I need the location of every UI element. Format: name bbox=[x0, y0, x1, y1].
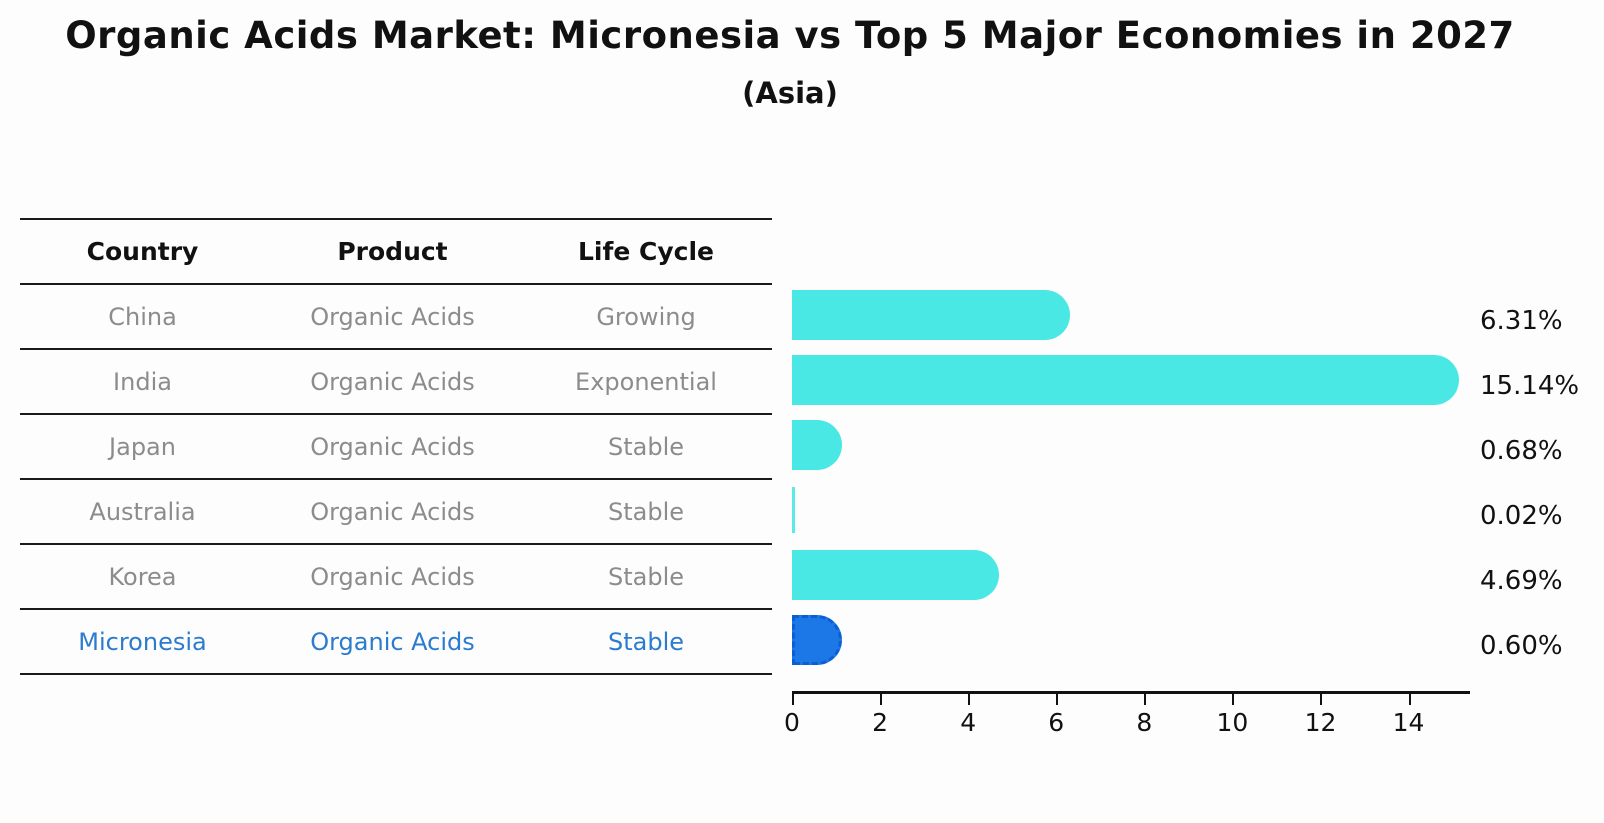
table-cell-country: India bbox=[113, 367, 172, 396]
table-cell-country: Micronesia bbox=[78, 627, 207, 656]
header-cell-life-cycle: Life Cycle bbox=[577, 237, 715, 266]
table-cell-life-cycle: Stable bbox=[607, 432, 685, 461]
table-header: Country Product Life Cycle bbox=[20, 218, 772, 285]
table-cell-product: Organic Acids bbox=[310, 627, 475, 656]
bar-row-korea bbox=[792, 543, 1468, 608]
bar-china bbox=[792, 290, 1070, 340]
x-tick-mark bbox=[1056, 694, 1059, 705]
bar-row-japan bbox=[792, 413, 1468, 478]
table-row-korea: Korea Organic Acids Stable bbox=[20, 545, 772, 610]
x-tick-label: 12 bbox=[1304, 708, 1337, 737]
table-row-china: China Organic Acids Growing bbox=[20, 285, 772, 350]
x-axis-line bbox=[792, 691, 1470, 694]
x-tick-label: 0 bbox=[784, 708, 800, 737]
table-cell-country: Japan bbox=[109, 432, 176, 461]
table-row-japan: Japan Organic Acids Stable bbox=[20, 415, 772, 480]
header-cell-country: Country bbox=[86, 237, 199, 266]
x-tick-mark bbox=[1408, 694, 1411, 705]
country-table: Country Product Life Cycle China Organic … bbox=[20, 218, 772, 675]
table-row-india: India Organic Acids Exponential bbox=[20, 350, 772, 415]
table-cell-life-cycle: Stable bbox=[607, 562, 685, 591]
x-tick-label: 14 bbox=[1392, 708, 1425, 737]
table-cell-life-cycle: Stable bbox=[607, 627, 685, 656]
bar-plot bbox=[792, 283, 1468, 673]
x-tick-mark bbox=[792, 694, 794, 705]
x-tick-label: 10 bbox=[1216, 708, 1249, 737]
header-cell-product: Product bbox=[337, 237, 448, 266]
table-cell-product: Organic Acids bbox=[310, 432, 475, 461]
table-cell-life-cycle: Stable bbox=[607, 497, 685, 526]
value-label-australia: 0.02% bbox=[1480, 501, 1563, 531]
bar-korea bbox=[792, 550, 999, 600]
x-tick-mark bbox=[1320, 694, 1323, 705]
table-cell-product: Organic Acids bbox=[310, 367, 475, 396]
value-label-japan: 0.68% bbox=[1480, 436, 1563, 466]
table-cell-country: China bbox=[108, 302, 177, 331]
x-axis: 0 2 4 6 8 10 12 14 bbox=[784, 691, 1470, 751]
bar-row-australia bbox=[792, 478, 1468, 543]
bar-india bbox=[792, 355, 1459, 405]
table-row-australia: Australia Organic Acids Stable bbox=[20, 480, 772, 545]
chart-subtitle: (Asia) bbox=[742, 76, 838, 110]
chart-title: Organic Acids Market: Micronesia vs Top … bbox=[65, 14, 1515, 57]
table-cell-country: Korea bbox=[108, 562, 177, 591]
x-tick-mark bbox=[1144, 694, 1147, 705]
table-cell-product: Organic Acids bbox=[310, 302, 475, 331]
bar-row-china bbox=[792, 283, 1468, 348]
x-tick-mark bbox=[968, 694, 971, 705]
x-tick-label: 6 bbox=[1048, 708, 1065, 737]
bar-row-india bbox=[792, 348, 1468, 413]
table-cell-life-cycle: Exponential bbox=[575, 367, 717, 396]
table-cell-country: Australia bbox=[89, 497, 196, 526]
bar-micronesia bbox=[792, 615, 842, 665]
value-label-india: 15.14% bbox=[1480, 371, 1580, 401]
value-label-korea: 4.69% bbox=[1480, 566, 1563, 596]
x-tick-label: 2 bbox=[872, 708, 889, 737]
bar-australia bbox=[792, 487, 795, 533]
value-label-china: 6.31% bbox=[1480, 306, 1563, 336]
value-label-micronesia: 0.60% bbox=[1480, 631, 1563, 661]
table-row-micronesia: Micronesia Organic Acids Stable bbox=[20, 610, 772, 675]
x-tick-label: 4 bbox=[960, 708, 977, 737]
x-tick-mark bbox=[880, 694, 883, 705]
table-body: China Organic Acids Growing India Organic Ac… bbox=[20, 285, 772, 675]
x-tick-mark bbox=[1232, 694, 1235, 705]
table-cell-product: Organic Acids bbox=[310, 562, 475, 591]
bar-row-micronesia bbox=[792, 608, 1468, 673]
bar-japan bbox=[792, 420, 842, 470]
table-cell-life-cycle: Growing bbox=[596, 302, 696, 331]
table-cell-product: Organic Acids bbox=[310, 497, 475, 526]
x-tick-label: 8 bbox=[1136, 708, 1153, 737]
